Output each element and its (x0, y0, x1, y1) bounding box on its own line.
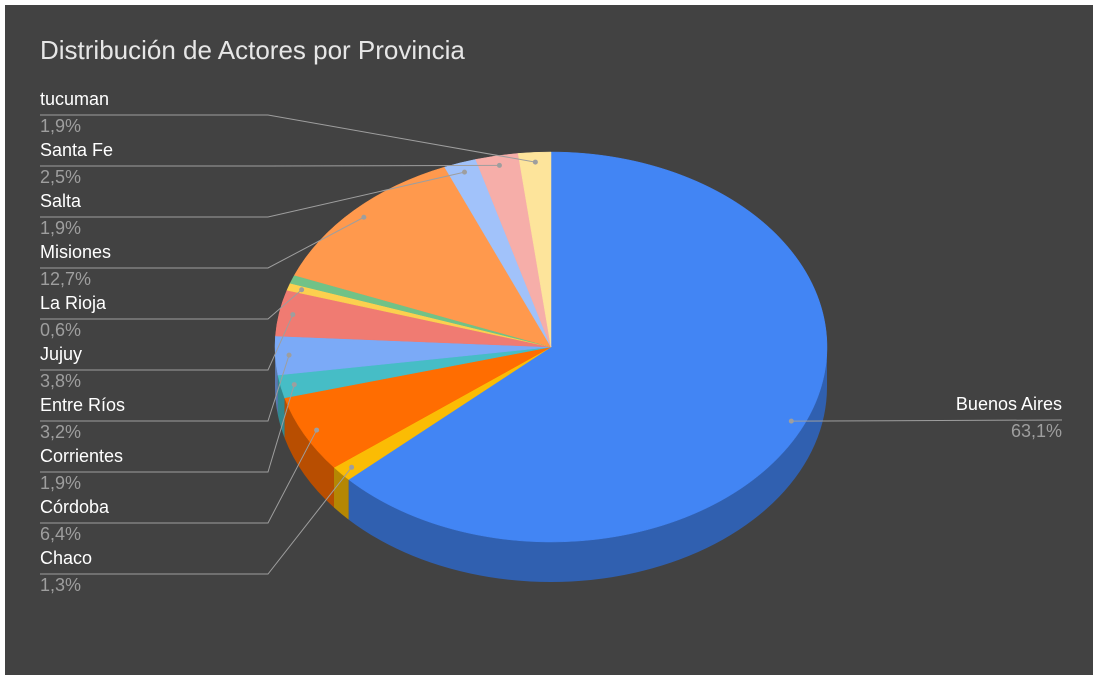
leader-dot (299, 287, 305, 293)
slice-value-label: 3,8% (40, 371, 81, 391)
leader-line (791, 419, 1063, 422)
leader-line (40, 289, 302, 320)
leader-line (40, 384, 295, 473)
slice-side (333, 467, 349, 520)
slice-label: Jujuy (40, 344, 82, 364)
leader-dot (290, 312, 296, 318)
leader-dot (361, 214, 367, 220)
leader-line (40, 216, 365, 269)
slice-value-label: 63,1% (1011, 421, 1062, 441)
slice-value-label: 6,4% (40, 524, 81, 544)
leader-line (40, 114, 536, 163)
slice (517, 151, 552, 348)
slice-value-label: 1,9% (40, 116, 81, 136)
slice-label: Misiones (40, 242, 111, 262)
slice-value-label: 2,5% (40, 167, 81, 187)
leader-dot (462, 169, 468, 175)
slice (294, 166, 552, 348)
slice-label: Buenos Aires (956, 394, 1062, 414)
chart-title: Distribución de Actores por Provincia (40, 35, 465, 65)
slice-label: Entre Ríos (40, 395, 125, 415)
leader-dot (532, 159, 538, 165)
leader-dot (291, 382, 297, 388)
slice-side (284, 397, 334, 508)
leader-line (40, 354, 290, 422)
leader-dot (496, 162, 502, 168)
leader-line (40, 314, 294, 371)
slice-value-label: 1,3% (40, 575, 81, 595)
slice-label: Chaco (40, 548, 92, 568)
slice-value-label: 1,9% (40, 473, 81, 493)
leader-line (40, 171, 465, 218)
slice-label: Córdoba (40, 497, 110, 517)
slice-label: Santa Fe (40, 140, 113, 160)
slice-side (348, 347, 827, 582)
leader-dot (349, 464, 355, 470)
slice (284, 346, 552, 468)
slice-label: Corrientes (40, 446, 123, 466)
leader-line (40, 467, 353, 575)
leader-dot (314, 427, 320, 433)
leader-line (40, 429, 318, 524)
leader-dot (286, 352, 292, 358)
slice-value-label: 3,2% (40, 422, 81, 442)
slice-label: Salta (40, 191, 82, 211)
leader-line (40, 164, 500, 167)
slice-value-label: 12,7% (40, 269, 91, 289)
slice-value-label: 1,9% (40, 218, 81, 238)
slice-label: La Rioja (40, 293, 107, 313)
leader-dot (788, 418, 794, 424)
slice-value-label: 0,6% (40, 320, 81, 340)
slice (348, 151, 828, 543)
slice-label: tucuman (40, 89, 109, 109)
